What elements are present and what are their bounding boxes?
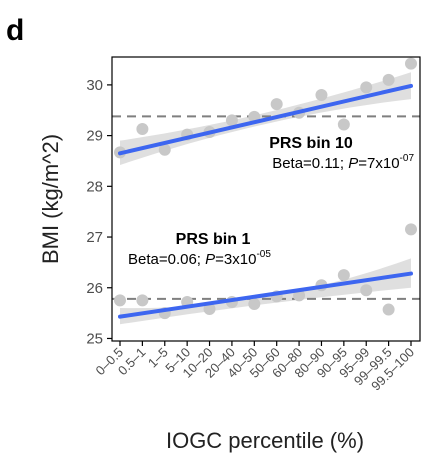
beta-text: Beta=0.06; <box>128 251 205 268</box>
fit-line-0 <box>118 83 413 156</box>
y-axis-title: BMI (kg/m^2) <box>38 134 63 264</box>
data-point <box>203 303 216 316</box>
y-tick-label: 26 <box>86 280 103 297</box>
x-ticks: 0–0.50.5–11–55–1010–2020–4040–5050–6060–… <box>93 341 417 393</box>
annotation-title-1: PRS bin 1 <box>176 231 251 248</box>
p-exponent: -07 <box>400 153 415 164</box>
p-exponent: -05 <box>256 249 271 260</box>
data-point <box>225 114 238 127</box>
data-point <box>136 123 149 136</box>
p-label: P <box>348 155 358 172</box>
y-tick-label: 28 <box>86 178 103 195</box>
data-point <box>405 223 417 236</box>
p-value: =7x10 <box>358 155 399 172</box>
data-point <box>360 81 373 94</box>
data-point <box>382 73 395 86</box>
data-point <box>248 297 261 310</box>
data-point <box>114 294 126 307</box>
data-point <box>405 57 417 70</box>
reference-lines <box>112 115 420 300</box>
data-point <box>337 118 350 131</box>
data-point <box>382 303 395 316</box>
data-point <box>315 89 328 102</box>
y-tick-label: 30 <box>86 77 103 94</box>
plot-frame <box>111 56 421 342</box>
data-point <box>337 269 350 282</box>
panel-letter: d <box>6 14 24 47</box>
p-label: P <box>205 251 215 268</box>
y-tick-label: 29 <box>86 128 103 145</box>
fit-lines <box>118 83 413 319</box>
p-value: =3x10 <box>215 251 256 268</box>
y-tick-label: 27 <box>86 229 103 246</box>
data-point <box>158 143 171 156</box>
beta-text: Beta=0.11; <box>272 155 348 172</box>
axes <box>111 56 421 342</box>
annotation-stats-1: Beta=0.06; P=3x10-05 <box>128 249 271 268</box>
data-point <box>360 284 373 297</box>
annotation-title-0: PRS bin 10 <box>269 135 353 152</box>
data-point <box>270 98 283 111</box>
data-point <box>136 294 149 307</box>
y-ticks: 25 26 27 28 29 30 <box>86 77 112 347</box>
annotation-stats-0: Beta=0.11; P=7x10-07 <box>272 153 414 172</box>
y-tick-label: 25 <box>86 330 103 347</box>
fit-line-1 <box>118 271 413 319</box>
x-axis-title: IOGC percentile (%) <box>166 428 364 453</box>
